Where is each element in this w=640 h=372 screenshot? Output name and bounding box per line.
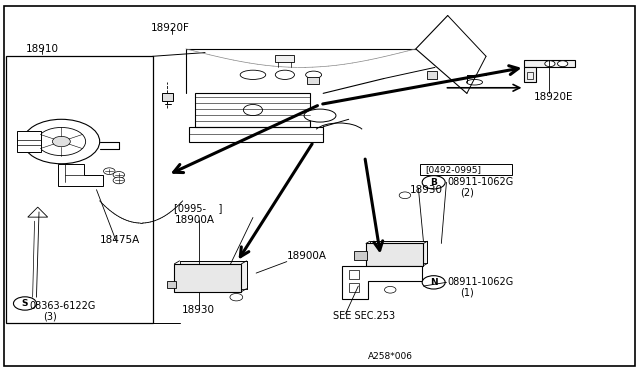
- Circle shape: [230, 294, 243, 301]
- Bar: [189, 127, 323, 141]
- Bar: [174, 264, 241, 292]
- Text: (2): (2): [461, 187, 474, 198]
- Text: 18910: 18910: [26, 44, 60, 54]
- Circle shape: [422, 176, 445, 189]
- Bar: [275, 55, 294, 62]
- Ellipse shape: [306, 71, 321, 78]
- Text: 18475A: 18475A: [100, 235, 140, 245]
- Polygon shape: [342, 266, 422, 299]
- Text: 08911-1062G: 08911-1062G: [448, 177, 514, 187]
- Bar: [307, 77, 319, 84]
- Ellipse shape: [275, 70, 294, 80]
- Text: [0995-    ]: [0995- ]: [174, 203, 223, 213]
- Text: 08363-6122G: 08363-6122G: [29, 301, 96, 311]
- Ellipse shape: [240, 70, 266, 80]
- Circle shape: [545, 61, 555, 67]
- Polygon shape: [58, 164, 103, 186]
- Text: 18900A: 18900A: [174, 215, 214, 225]
- Circle shape: [113, 177, 125, 184]
- Bar: [179, 261, 246, 289]
- Bar: [366, 243, 424, 266]
- Circle shape: [243, 105, 262, 116]
- Bar: [370, 241, 428, 263]
- Circle shape: [557, 61, 568, 67]
- Bar: [524, 67, 536, 82]
- Ellipse shape: [467, 80, 483, 85]
- Circle shape: [113, 171, 125, 178]
- Bar: [17, 131, 41, 152]
- Bar: [420, 164, 512, 175]
- Bar: [349, 283, 359, 292]
- Text: (1): (1): [461, 287, 474, 297]
- Text: A258*006: A258*006: [368, 352, 413, 361]
- Text: 18900A: 18900A: [287, 251, 327, 262]
- Text: B: B: [430, 178, 437, 187]
- Bar: [355, 251, 367, 260]
- Text: N: N: [430, 278, 438, 287]
- Bar: [6, 56, 153, 323]
- Circle shape: [422, 276, 445, 289]
- Bar: [162, 93, 173, 101]
- Circle shape: [385, 286, 396, 293]
- Bar: [195, 93, 310, 127]
- Circle shape: [52, 137, 70, 147]
- Text: 18930: 18930: [410, 185, 442, 195]
- Circle shape: [13, 297, 36, 310]
- Ellipse shape: [304, 109, 336, 122]
- Bar: [524, 60, 575, 67]
- Bar: [428, 71, 437, 78]
- Text: 08911-1062G: 08911-1062G: [448, 278, 514, 287]
- Circle shape: [399, 192, 411, 199]
- Text: (3): (3): [44, 311, 57, 321]
- Text: 18930: 18930: [182, 305, 215, 315]
- Text: S: S: [22, 299, 28, 308]
- Text: SEE SEC.253: SEE SEC.253: [333, 311, 395, 321]
- Text: 18920E: 18920E: [534, 92, 573, 102]
- Text: 18920F: 18920F: [151, 23, 189, 33]
- Bar: [349, 270, 359, 279]
- Circle shape: [104, 168, 115, 174]
- Bar: [527, 72, 533, 78]
- Circle shape: [37, 128, 86, 155]
- Text: [0492-0995]: [0492-0995]: [426, 165, 481, 174]
- Bar: [167, 280, 175, 288]
- Circle shape: [23, 119, 100, 164]
